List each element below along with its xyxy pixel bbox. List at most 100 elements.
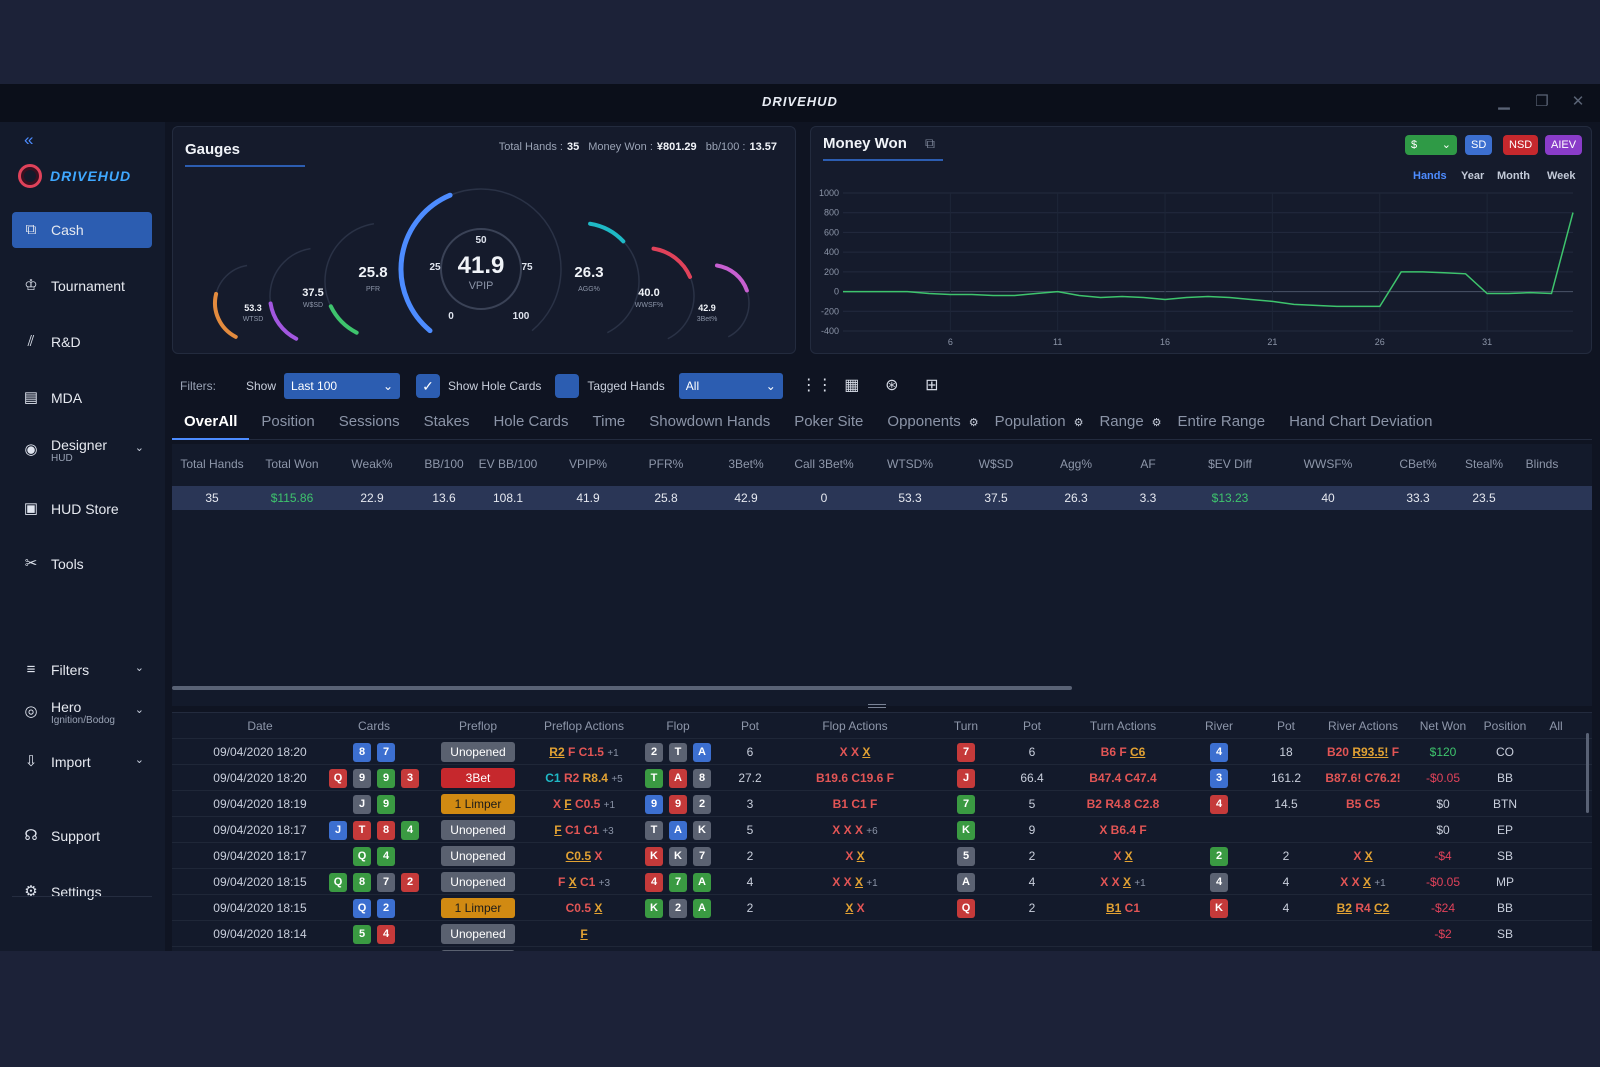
tab-opponents[interactable]: Opponents <box>887 412 961 430</box>
sidebar-item-mda[interactable]: ▤ MDA <box>12 380 152 416</box>
table-row[interactable]: 09/04/2020 18:15 Q 8 7 2 Unopened F X C1 +3 4 7 A… <box>172 869 1592 895</box>
layout-icon[interactable]: ⊞ <box>925 377 939 394</box>
vertical-scrollbar[interactable] <box>1586 733 1589 813</box>
stats-header-cell[interactable]: BB/100 <box>424 457 464 471</box>
hands-header-cell[interactable]: Flop Actions <box>822 719 888 733</box>
tagged-hands-checkbox[interactable] <box>555 374 580 398</box>
stats-header-cell[interactable]: Steal% <box>1464 457 1504 471</box>
hands-header-cell[interactable]: Pot <box>1022 719 1041 733</box>
close-icon[interactable]: ✕ <box>1571 93 1585 110</box>
show-select[interactable]: Last 100 ⌄ <box>284 373 401 399</box>
table-row[interactable]: 09/04/2020 18:20 Q 9 9 3 3Bet C1 R2 R8.4 +5 T A 8… <box>172 765 1592 791</box>
horizontal-scrollbar[interactable] <box>172 686 1072 690</box>
nsd-toggle[interactable]: NSD <box>1503 135 1539 155</box>
period-week[interactable]: Week <box>1547 170 1576 182</box>
gear-icon[interactable]: ⚙ <box>1073 417 1084 429</box>
tab-time[interactable]: Time <box>592 412 626 430</box>
tab-population[interactable]: Population <box>994 412 1066 430</box>
hands-header-cell[interactable]: River <box>1204 719 1233 733</box>
stats-header-cell[interactable]: AF <box>1140 457 1156 471</box>
tab-hand-chart-deviation[interactable]: Hand Chart Deviation <box>1289 412 1433 430</box>
flop-pot-cell: 27.2 <box>738 771 762 785</box>
hands-header-cell[interactable]: Pot <box>1276 719 1295 733</box>
external-link-icon[interactable]: ⧉ <box>925 135 935 151</box>
river-card: 4 <box>1210 743 1228 762</box>
hands-header-cell[interactable]: River Actions <box>1327 719 1399 733</box>
table-row[interactable]: 09/04/2020 18:14 5 4 Unopened F -$2 SB <box>172 921 1592 947</box>
hands-header-cell[interactable]: Turn <box>953 719 979 733</box>
calculator-icon[interactable]: ▦ <box>844 377 860 394</box>
hands-header-cell[interactable]: Preflop <box>458 719 498 733</box>
sidebar-item-support[interactable]: ☊ Support <box>12 818 152 854</box>
restore-icon[interactable]: ❐ <box>1535 93 1549 110</box>
sidebar-item-hero[interactable]: ◎ Hero Ignition/Bodog ⌄ <box>12 694 152 730</box>
stats-header-cell[interactable]: Total Won <box>265 457 319 471</box>
collapse-sidebar-icon[interactable]: « <box>24 130 34 149</box>
stats-header-cell[interactable]: WWSF% <box>1303 457 1353 471</box>
tab-overall[interactable]: OverAll <box>172 406 250 440</box>
resize-handle[interactable] <box>868 704 886 708</box>
sidebar-item-r-d[interactable]: ⫽ R&D <box>12 324 152 360</box>
stats-header-cell[interactable]: Blinds <box>1525 457 1559 471</box>
poker-chip-icon[interactable]: ⊛ <box>885 377 899 394</box>
sd-toggle[interactable]: SD <box>1465 135 1493 155</box>
aiev-toggle[interactable]: AIEV <box>1545 135 1583 155</box>
stats-header-cell[interactable]: EV BB/100 <box>478 457 538 471</box>
stats-header-cell[interactable]: 3Bet% <box>728 457 764 471</box>
tab-hole-cards[interactable]: Hole Cards <box>493 412 569 430</box>
tab-entire-range[interactable]: Entire Range <box>1177 412 1266 430</box>
stats-header-cell[interactable]: WTSD% <box>887 457 933 471</box>
tab-sessions[interactable]: Sessions <box>338 412 400 430</box>
hands-header-cell[interactable]: Cards <box>357 719 390 733</box>
stats-header-cell[interactable]: Agg% <box>1059 457 1093 471</box>
hole-card: 8 <box>377 821 395 840</box>
stats-header-cell[interactable]: $EV Diff <box>1208 457 1252 471</box>
hands-header-cell[interactable]: All <box>1549 719 1563 733</box>
grid-icon[interactable]: ⋮⋮ <box>800 377 833 394</box>
tab-showdown-hands[interactable]: Showdown Hands <box>649 412 771 430</box>
sidebar-item-text: Hero Ignition/Bodog <box>51 699 115 726</box>
tab-poker-site[interactable]: Poker Site <box>794 412 864 430</box>
sidebar-item-settings[interactable]: ⚙ Settings <box>12 874 152 910</box>
period-hands[interactable]: Hands <box>1413 170 1447 182</box>
stats-header-cell[interactable]: Weak% <box>351 457 393 471</box>
sidebar-item-hud-store[interactable]: ▣ HUD Store <box>12 491 152 527</box>
stats-data-row[interactable]: 35 $115.86 22.9 13.6 108.1 41.9 25.8 42.9 0 53.3 3… <box>172 486 1592 510</box>
stats-header-cell[interactable]: Call 3Bet% <box>794 457 854 471</box>
currency-toggle[interactable]: $ ⌄ <box>1405 135 1457 155</box>
stats-header-cell[interactable]: PFR% <box>648 457 684 471</box>
period-month[interactable]: Month <box>1497 170 1530 182</box>
table-row[interactable]: 09/04/2020 18:19 J 9 1 Limper X F C0.5 +1 9 9 2… <box>172 791 1592 817</box>
hands-header-cell[interactable]: Position <box>1483 719 1527 733</box>
sidebar-item-filters[interactable]: ≡ Filters ⌄ <box>12 652 152 688</box>
sidebar-item-tools[interactable]: ✂ Tools <box>12 546 152 582</box>
sidebar-item-import[interactable]: ⇩ Import ⌄ <box>12 744 152 780</box>
tab-range[interactable]: Range <box>1099 412 1144 430</box>
gear-icon[interactable]: ⚙ <box>1151 417 1162 429</box>
table-row[interactable]: 09/04/2020 18:17 J T 8 4 Unopened F C1 C1 +3 T A… <box>172 817 1592 843</box>
table-row[interactable]: 09/04/2020 18:1484UnopenedF$2BB <box>172 947 1592 951</box>
hands-header-cell[interactable]: Date <box>247 719 273 733</box>
sidebar-item-cash[interactable]: ⧉ Cash <box>12 212 152 248</box>
sidebar-item-designer[interactable]: ◉ Designer HUD ⌄ <box>12 432 152 468</box>
period-year[interactable]: Year <box>1461 170 1485 182</box>
sidebar-item-tournament[interactable]: ♔ Tournament <box>12 268 152 304</box>
hands-header-cell[interactable]: Flop <box>666 719 690 733</box>
show-hole-cards-checkbox[interactable]: ✓ <box>416 374 441 398</box>
tagged-select[interactable]: All ⌄ <box>678 373 783 399</box>
hands-header-cell[interactable]: Net Won <box>1419 719 1467 733</box>
gear-icon[interactable]: ⚙ <box>968 417 979 429</box>
hands-header-cell[interactable]: Turn Actions <box>1089 719 1157 733</box>
stats-header-cell[interactable]: Total Hands <box>180 457 244 471</box>
table-row[interactable]: 09/04/2020 18:20 8 7 Unopened R2 F C1.5 +1 2 T… <box>172 739 1592 765</box>
stats-header-cell[interactable]: CBet% <box>1399 457 1437 471</box>
stats-header-cell[interactable]: W$SD <box>978 457 1014 471</box>
tab-stakes[interactable]: Stakes <box>423 412 470 430</box>
hands-header-cell[interactable]: Preflop Actions <box>543 719 625 733</box>
stats-header-cell[interactable]: VPIP% <box>568 457 607 471</box>
tab-position[interactable]: Position <box>261 412 315 430</box>
hands-header-cell[interactable]: Pot <box>740 719 759 733</box>
minimize-icon[interactable]: ▁ <box>1498 93 1510 110</box>
